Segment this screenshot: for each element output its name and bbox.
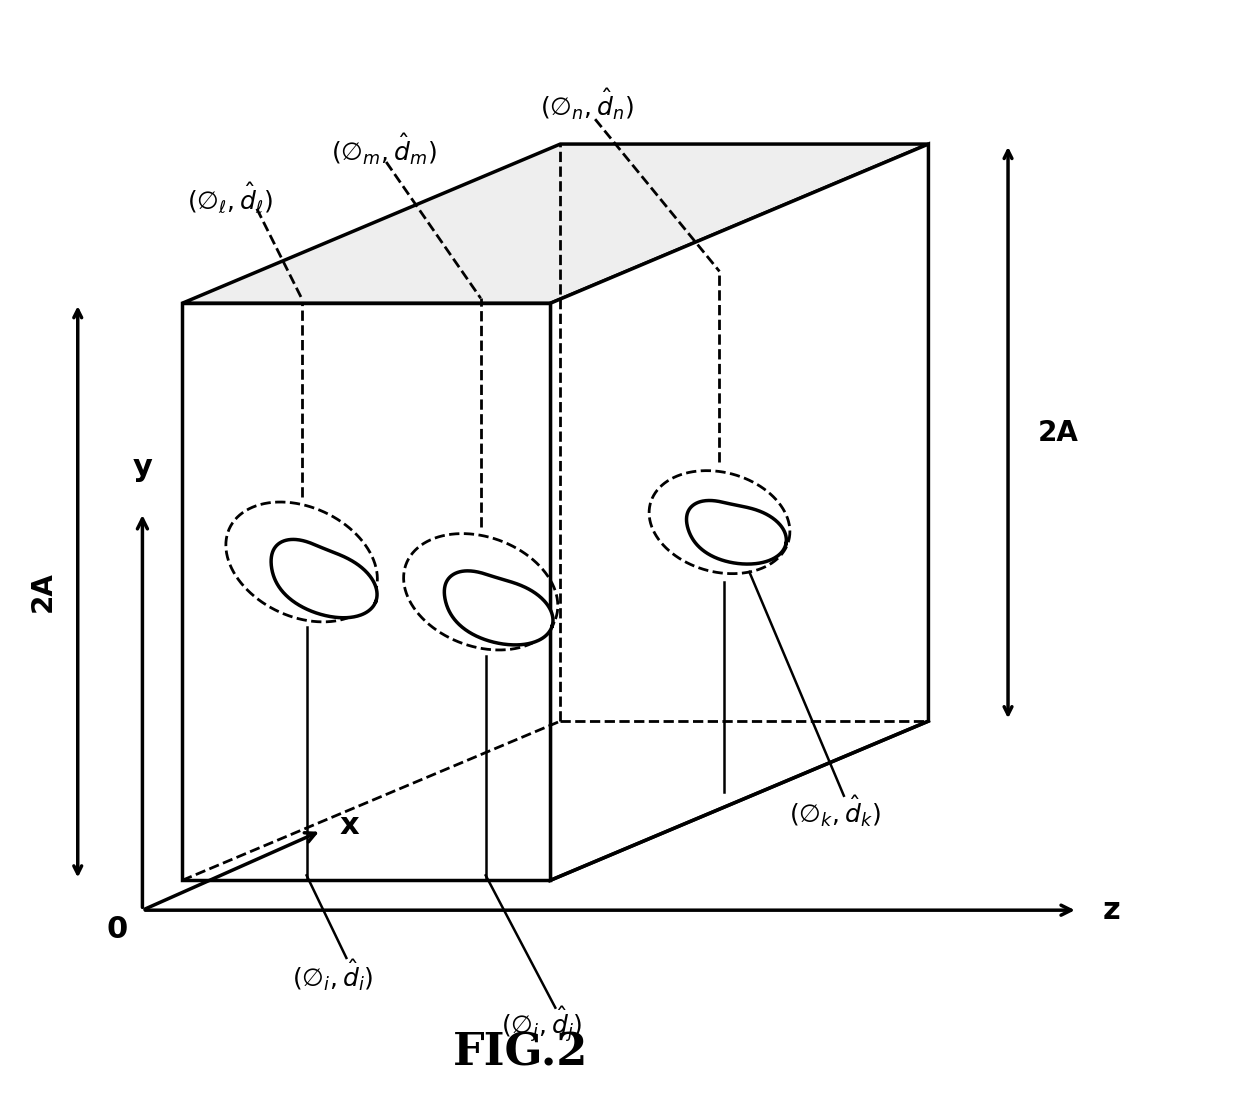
Text: $(\emptyset_i,\hat{d}_i)$: $(\emptyset_i,\hat{d}_i)$	[291, 957, 373, 993]
Text: $(\emptyset_\ell,\hat{d}_\ell)$: $(\emptyset_\ell,\hat{d}_\ell)$	[187, 181, 273, 216]
Text: y: y	[133, 453, 153, 483]
Text: x: x	[340, 811, 360, 840]
Text: 0: 0	[107, 915, 128, 944]
Polygon shape	[182, 303, 551, 880]
Polygon shape	[182, 144, 929, 303]
Polygon shape	[551, 144, 929, 880]
Text: 2A: 2A	[29, 571, 57, 613]
Polygon shape	[687, 500, 786, 564]
Text: $(\emptyset_m,\hat{d}_m)$: $(\emptyset_m,\hat{d}_m)$	[331, 131, 438, 166]
Polygon shape	[444, 571, 553, 645]
Text: $(\emptyset_j,\hat{d}_j)$: $(\emptyset_j,\hat{d}_j)$	[501, 1004, 582, 1045]
Text: 2A: 2A	[1038, 419, 1079, 446]
Text: z: z	[1102, 896, 1120, 925]
Text: $(\emptyset_k,\hat{d}_k)$: $(\emptyset_k,\hat{d}_k)$	[789, 792, 882, 829]
Text: $(\emptyset_n,\hat{d}_n)$: $(\emptyset_n,\hat{d}_n)$	[541, 86, 635, 122]
Polygon shape	[272, 539, 377, 618]
Text: FIG.2: FIG.2	[453, 1031, 588, 1074]
